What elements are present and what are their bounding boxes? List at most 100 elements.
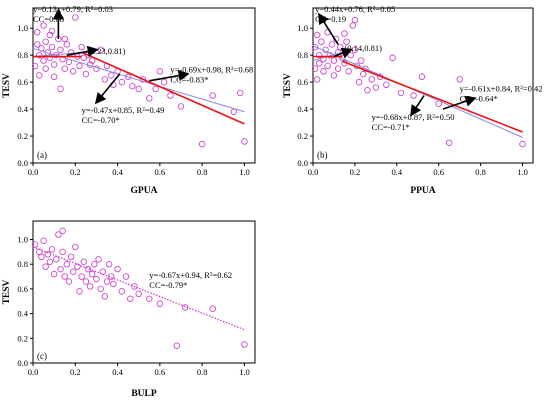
- data-point: [61, 273, 68, 280]
- data-point: [31, 241, 39, 248]
- annotation-text: y=-0.67x+0.94, R²=0.62: [149, 270, 232, 280]
- data-point: [69, 68, 77, 75]
- x-tick-label: 1.0: [517, 167, 528, 177]
- data-point: [318, 38, 325, 45]
- data-point: [341, 30, 348, 37]
- data-point: [88, 270, 96, 278]
- data-point: [355, 78, 363, 86]
- data-point: [351, 16, 359, 24]
- data-point: [50, 270, 58, 278]
- annotation-text: y=-0.69x+0.98, R²=0.68: [170, 65, 253, 75]
- data-point: [368, 76, 375, 83]
- annotation-text: CC=0.08: [33, 14, 64, 24]
- data-point: [61, 65, 68, 72]
- y-tick-label: 0.0: [17, 358, 28, 368]
- y-tick-label: 1.0: [297, 23, 308, 33]
- data-point: [146, 95, 153, 102]
- annotation-text: y=0.44x+0.76, R²=0.05: [315, 4, 395, 14]
- data-point: [50, 73, 58, 80]
- data-point: [135, 85, 142, 93]
- annotation-text: CC=-0.83*: [170, 75, 208, 85]
- data-point: [101, 293, 109, 300]
- y-tick-label: 0.0: [17, 158, 28, 168]
- data-point: [383, 81, 390, 89]
- data-point: [345, 68, 352, 75]
- y-axis-title: TESV: [2, 73, 12, 98]
- data-point: [84, 265, 92, 273]
- y-tick-label: 0.0: [297, 158, 308, 168]
- data-point: [82, 278, 90, 285]
- data-point: [360, 70, 367, 78]
- data-point: [40, 57, 47, 64]
- data-point: [34, 41, 41, 48]
- annotation-text: CC=-0.71*: [372, 122, 410, 132]
- data-point: [65, 278, 73, 285]
- fit-line-light: [32, 47, 245, 113]
- panel-label: (c): [37, 351, 47, 361]
- data-point: [118, 288, 125, 295]
- data-point: [42, 38, 49, 45]
- x-tick-label: 0.0: [308, 167, 319, 177]
- data-point: [97, 285, 104, 293]
- x-tick-label: 0.0: [28, 367, 39, 377]
- y-tick-label: 0.8: [17, 50, 28, 60]
- fit-line-dotted: [32, 246, 245, 331]
- data-point: [209, 305, 216, 312]
- data-point: [389, 54, 396, 62]
- x-tick-label: 0.6: [155, 367, 166, 377]
- y-tick-label: 0.4: [17, 104, 28, 114]
- data-point: [337, 43, 344, 51]
- data-point: [349, 22, 357, 29]
- x-tick-label: 0.8: [197, 367, 208, 377]
- y-tick-label: 0.2: [17, 131, 28, 141]
- data-point: [456, 76, 463, 83]
- data-point: [177, 103, 185, 110]
- x-tick-label: 0.2: [70, 367, 81, 377]
- y-tick-label: 0.6: [17, 284, 28, 294]
- y-tick-label: 1.0: [17, 235, 28, 245]
- data-point: [76, 62, 83, 70]
- data-point: [127, 295, 134, 302]
- data-point: [105, 261, 113, 268]
- data-point: [57, 265, 64, 273]
- data-point: [173, 342, 180, 349]
- y-tick-label: 0.8: [297, 50, 308, 60]
- data-point: [101, 76, 109, 83]
- x-tick-label: 0.4: [391, 167, 402, 177]
- data-point: [118, 78, 125, 86]
- data-point: [99, 268, 106, 275]
- data-point: [230, 108, 238, 115]
- annotation-arrow: [333, 47, 353, 59]
- data-point: [78, 43, 85, 51]
- data-point: [330, 57, 338, 64]
- x-tick-label: 0.4: [112, 367, 123, 377]
- annotation-text: CC=-0.70*: [82, 115, 120, 125]
- x-tick-label: 0.2: [70, 167, 81, 177]
- data-point: [67, 49, 75, 56]
- data-point: [63, 261, 71, 268]
- y-tick-label: 0.2: [17, 333, 28, 343]
- data-point: [146, 295, 153, 302]
- data-point: [93, 275, 100, 283]
- fit-line-red: [342, 60, 523, 133]
- annotation-arrow: [149, 70, 190, 82]
- data-point: [86, 283, 94, 290]
- data-point: [91, 261, 98, 268]
- data-point: [152, 85, 159, 93]
- data-point: [328, 41, 336, 48]
- y-tick-label: 0.4: [17, 309, 28, 319]
- x-tick-label: 0.6: [433, 167, 444, 177]
- data-point: [46, 31, 54, 39]
- annotation-text: (0.14,0.81): [344, 43, 382, 53]
- annotation-arrow: [66, 45, 99, 57]
- x-tick-label: 1.0: [239, 367, 250, 377]
- data-point: [122, 273, 130, 280]
- data-point: [316, 51, 323, 59]
- x-axis-title: BULP: [131, 389, 157, 399]
- data-point: [364, 87, 371, 94]
- data-point: [48, 246, 56, 253]
- data-point: [72, 243, 79, 251]
- x-tick-label: 1.0: [239, 167, 250, 177]
- data-point: [46, 258, 54, 265]
- y-tick-label: 0.6: [297, 77, 308, 87]
